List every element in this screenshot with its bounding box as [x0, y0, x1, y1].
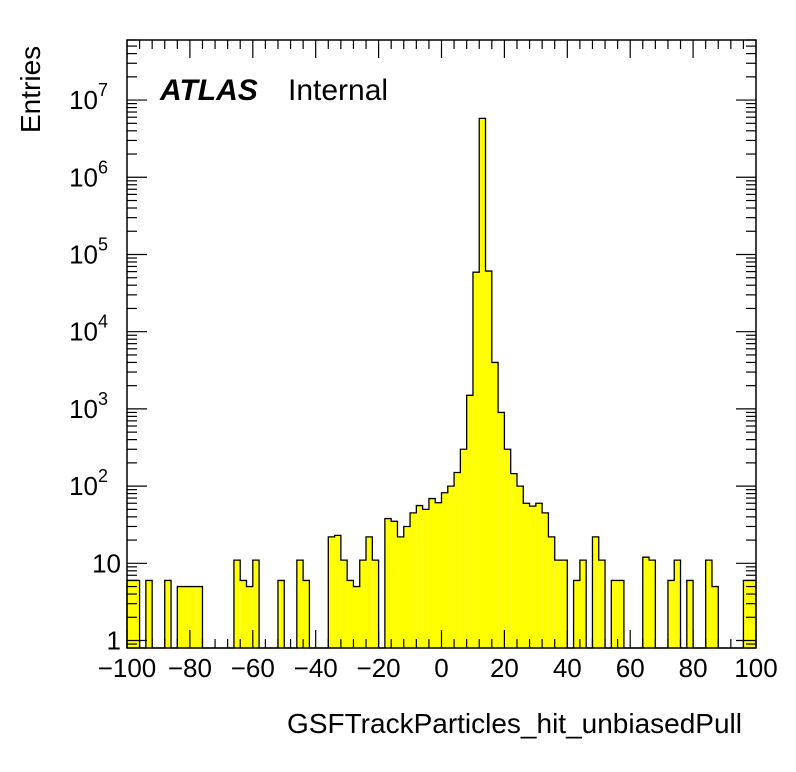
y-tick-label: 103 [69, 389, 108, 424]
histogram-bar [592, 536, 599, 648]
histogram-bar [491, 362, 499, 648]
histogram-bar [460, 449, 467, 648]
histogram-bar [177, 586, 184, 648]
histogram-bar [347, 580, 354, 648]
histogram-bar [416, 505, 423, 648]
histogram-bar [611, 580, 618, 648]
histogram-bar [428, 498, 436, 648]
histogram-bar [410, 512, 417, 648]
histogram-bar [189, 586, 197, 648]
histogram-bar [479, 118, 486, 648]
x-axis-title: GSFTrackParticles_hit_unbiasedPull [287, 708, 742, 739]
histogram-bar [705, 560, 712, 648]
histogram-bar [252, 560, 260, 648]
histogram-bar [435, 502, 442, 648]
histogram-bar [466, 395, 473, 648]
histogram-bar [447, 486, 455, 648]
x-tick-label: 100 [734, 653, 777, 683]
histogram-bar [359, 560, 367, 648]
histogram-bar [561, 560, 568, 648]
x-tick-label: −80 [168, 653, 212, 683]
histogram-bar [504, 449, 511, 648]
histogram-bar [145, 580, 153, 648]
histogram-bar [403, 526, 411, 648]
histogram-bar [127, 580, 134, 648]
histogram-bar [554, 560, 562, 648]
histogram-bar [340, 560, 348, 648]
x-tick-label: −20 [357, 653, 401, 683]
histogram-bar [246, 586, 253, 648]
y-tick-label: 107 [69, 80, 108, 115]
histogram-bar [579, 560, 587, 648]
histogram-bar [133, 580, 140, 648]
y-tick-label: 10 [92, 548, 121, 578]
y-tick-labels: 1 10 102 103 104 105 106 107 [69, 80, 121, 655]
histogram-bar [711, 586, 719, 648]
histogram-bar [397, 536, 404, 648]
histogram-bar [303, 580, 310, 648]
histogram-bar [196, 586, 203, 648]
histogram-bar [441, 492, 448, 648]
y-tick-label: 1 [107, 626, 121, 656]
histogram-bar [542, 512, 549, 648]
x-tick-label: −40 [294, 653, 338, 683]
histogram-bar [674, 560, 681, 648]
histogram-bar [472, 272, 480, 648]
histogram-bar [548, 536, 555, 648]
x-tick-label: 60 [616, 653, 645, 683]
histogram-bar [391, 521, 398, 648]
x-tick-label: 0 [434, 653, 448, 683]
histogram-bar [598, 560, 606, 648]
histogram-bar [510, 473, 517, 648]
x-tick-label: 20 [490, 653, 519, 683]
axis-ticks [126, 39, 757, 649]
histogram-bar [454, 472, 461, 648]
histogram-bar [485, 271, 492, 648]
histogram-outline [126, 117, 757, 649]
histogram-bar [649, 560, 656, 648]
histogram-bar [573, 580, 580, 648]
y-tick-label: 104 [69, 312, 108, 347]
histogram-bar [523, 503, 530, 648]
x-tick-label: −100 [98, 653, 157, 683]
histogram-bar [642, 557, 650, 648]
histogram-bar [240, 580, 247, 648]
histogram-bar [366, 536, 373, 648]
histogram-bar [233, 560, 241, 648]
histogram-bar [296, 560, 304, 648]
histogram-bar [743, 580, 750, 648]
histogram-bar [617, 580, 624, 648]
x-tick-labels: −100 −80 −60 −40 −20 0 20 40 60 80 100 [98, 653, 778, 683]
x-tick-label: −60 [231, 653, 275, 683]
histogram-bar [516, 486, 524, 648]
histogram-bar [384, 518, 392, 648]
histogram-bar [686, 580, 694, 648]
histogram-bar [277, 580, 285, 648]
y-tick-label: 105 [69, 234, 108, 269]
y-tick-label: 102 [69, 466, 108, 501]
histogram-bar [372, 560, 379, 648]
x-tick-label: 80 [679, 653, 708, 683]
histogram-bar [749, 580, 756, 648]
histogram-bar [667, 580, 675, 648]
histogram-bar [422, 509, 429, 648]
histogram-bar [353, 586, 360, 648]
histogram-bar [498, 412, 505, 648]
histogram-bar [164, 580, 172, 648]
x-tick-label: 40 [553, 653, 582, 683]
histogram-bar [328, 536, 335, 648]
histogram-bar [529, 506, 536, 648]
histogram-bar [535, 503, 543, 648]
y-axis-title: Entries [15, 46, 46, 133]
atlas-label: ATLAS [159, 74, 258, 107]
y-tick-label: 106 [69, 157, 108, 192]
histogram-bar [334, 535, 341, 648]
histogram-bars [126, 117, 757, 649]
histogram-bar [183, 586, 190, 648]
internal-label: Internal [288, 74, 388, 107]
